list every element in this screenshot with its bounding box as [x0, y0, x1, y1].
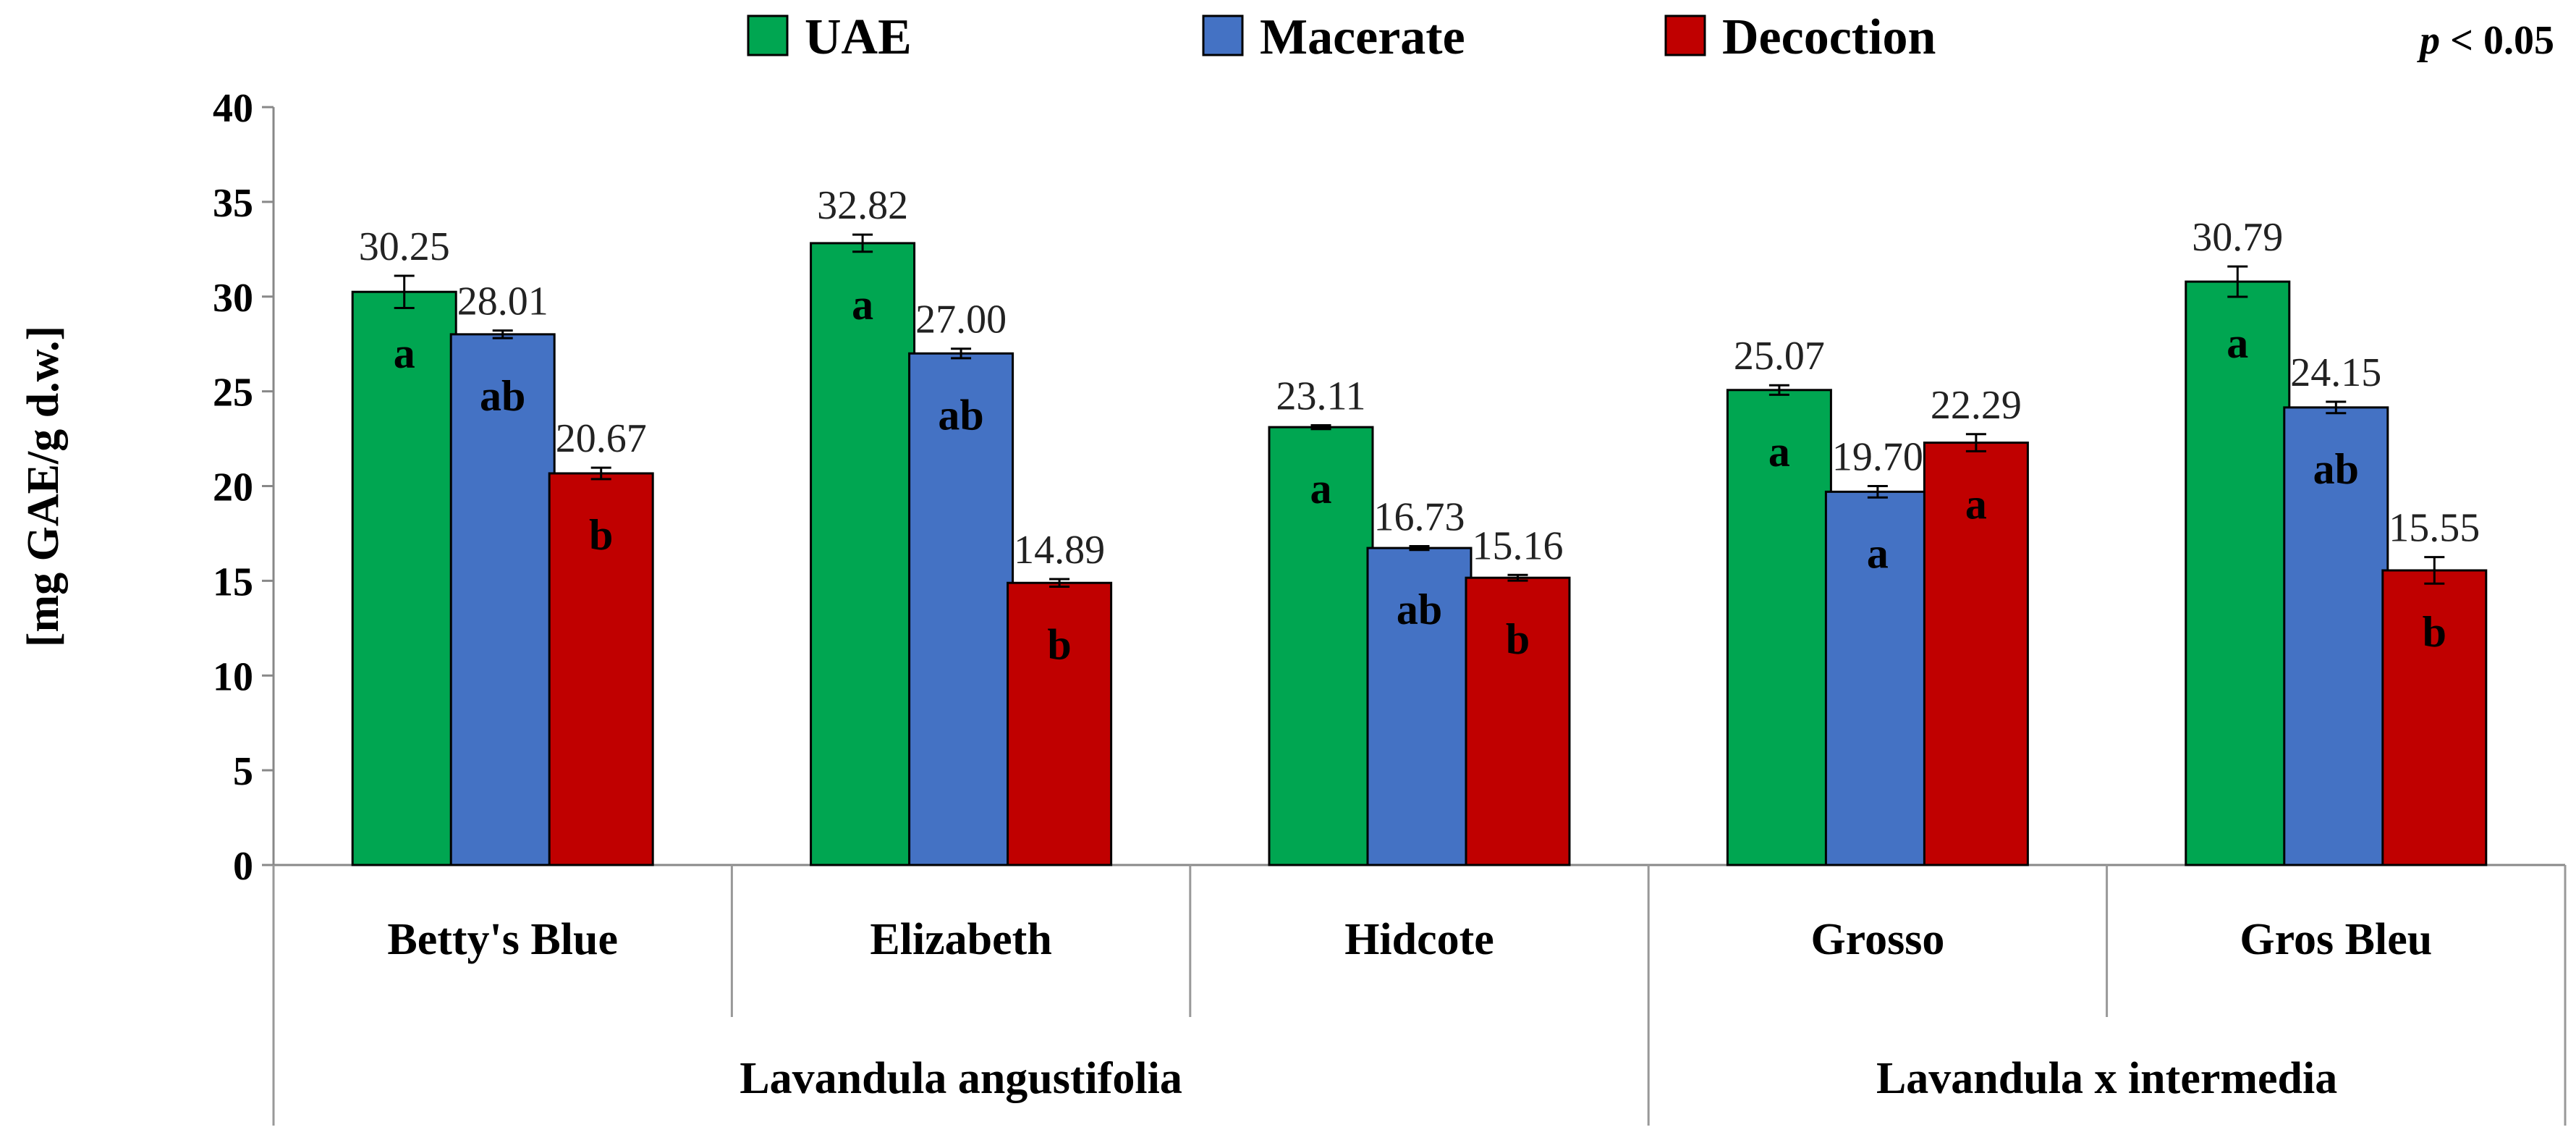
y-tick-label: 25	[213, 371, 253, 415]
bar-decoction	[548, 472, 654, 866]
significance-annotation: p < 0.05	[2417, 18, 2554, 63]
data-label: 24.15	[2290, 350, 2381, 395]
x-group-label: Lavandula angustifolia	[740, 1054, 1182, 1103]
data-label: 30.25	[359, 224, 450, 269]
significance-letter: a	[394, 329, 415, 377]
legend-label: Decoction	[1722, 9, 1936, 65]
significance-letter: ab	[2313, 445, 2359, 493]
significance-letter: ab	[938, 391, 983, 439]
bar-uae	[1726, 389, 1832, 866]
data-label: 30.79	[2192, 215, 2283, 260]
x-category-label: Betty's Blue	[387, 915, 618, 964]
legend-swatch-decoction	[1664, 14, 1706, 56]
y-tick-label: 5	[233, 749, 253, 794]
data-label: 23.11	[1276, 374, 1366, 418]
significance-letter: a	[1965, 481, 1987, 528]
significance-letter: a	[1867, 529, 1889, 577]
legend-label: Macerate	[1260, 9, 1465, 65]
legend-swatch-macerate	[1202, 14, 1244, 56]
significance-letter: ab	[1397, 586, 1442, 633]
significance-letter: b	[1506, 615, 1530, 663]
significance-letter: a	[1768, 428, 1790, 476]
data-label: 14.89	[1014, 528, 1105, 573]
x-category-label: Grosso	[1810, 915, 1944, 964]
bar-macerate	[2283, 406, 2389, 866]
bar-uae	[2185, 280, 2291, 866]
y-axis-label: [mg GAE/g d.w.]	[19, 326, 68, 647]
significance-letter: b	[589, 511, 613, 559]
x-category-label: Elizabeth	[870, 915, 1051, 964]
y-tick-label: 15	[213, 560, 253, 604]
data-label: 22.29	[1931, 383, 2022, 428]
bar-macerate	[908, 352, 1014, 866]
bar-uae	[810, 242, 916, 866]
data-label: 15.16	[1473, 523, 1564, 568]
y-tick-label: 30	[213, 276, 253, 321]
legend-label: UAE	[805, 9, 912, 65]
data-label: 20.67	[556, 416, 647, 461]
bar-uae	[351, 290, 457, 866]
significance-letter: a	[2227, 319, 2248, 367]
y-tick-label: 35	[213, 181, 253, 226]
bar-uae	[1268, 426, 1374, 866]
data-label: 32.82	[817, 183, 908, 228]
bar-decoction	[1465, 576, 1571, 866]
legend-swatch-uae	[747, 14, 789, 56]
data-label: 28.01	[457, 279, 548, 324]
annotation-p-symbol: p	[2417, 18, 2440, 63]
bar-macerate	[449, 333, 556, 866]
y-tick-label: 20	[213, 465, 253, 510]
significance-letter: b	[2423, 608, 2446, 656]
y-tick-label: 0	[233, 844, 253, 889]
significance-letter: a	[1310, 465, 1332, 512]
annotation-threshold: < 0.05	[2440, 18, 2554, 63]
data-label: 25.07	[1734, 334, 1825, 379]
x-group-label: Lavandula x intermedia	[1876, 1054, 2337, 1103]
data-label: 15.55	[2389, 506, 2480, 551]
y-tick-label: 40	[213, 86, 253, 131]
y-tick-label: 10	[213, 654, 253, 699]
x-category-label: Hidcote	[1344, 915, 1494, 964]
data-label: 16.73	[1374, 494, 1465, 539]
significance-letter: a	[852, 281, 873, 329]
bar-macerate	[1824, 490, 1931, 866]
x-category-label: Gros Bleu	[2240, 915, 2432, 964]
data-label: 19.70	[1832, 435, 1923, 480]
significance-letter: b	[1047, 620, 1071, 668]
data-label: 27.00	[915, 298, 1007, 342]
significance-letter: ab	[480, 372, 525, 420]
bar-macerate	[1366, 547, 1473, 866]
bar-decoction	[1007, 581, 1113, 866]
bar-decoction	[2381, 569, 2488, 866]
